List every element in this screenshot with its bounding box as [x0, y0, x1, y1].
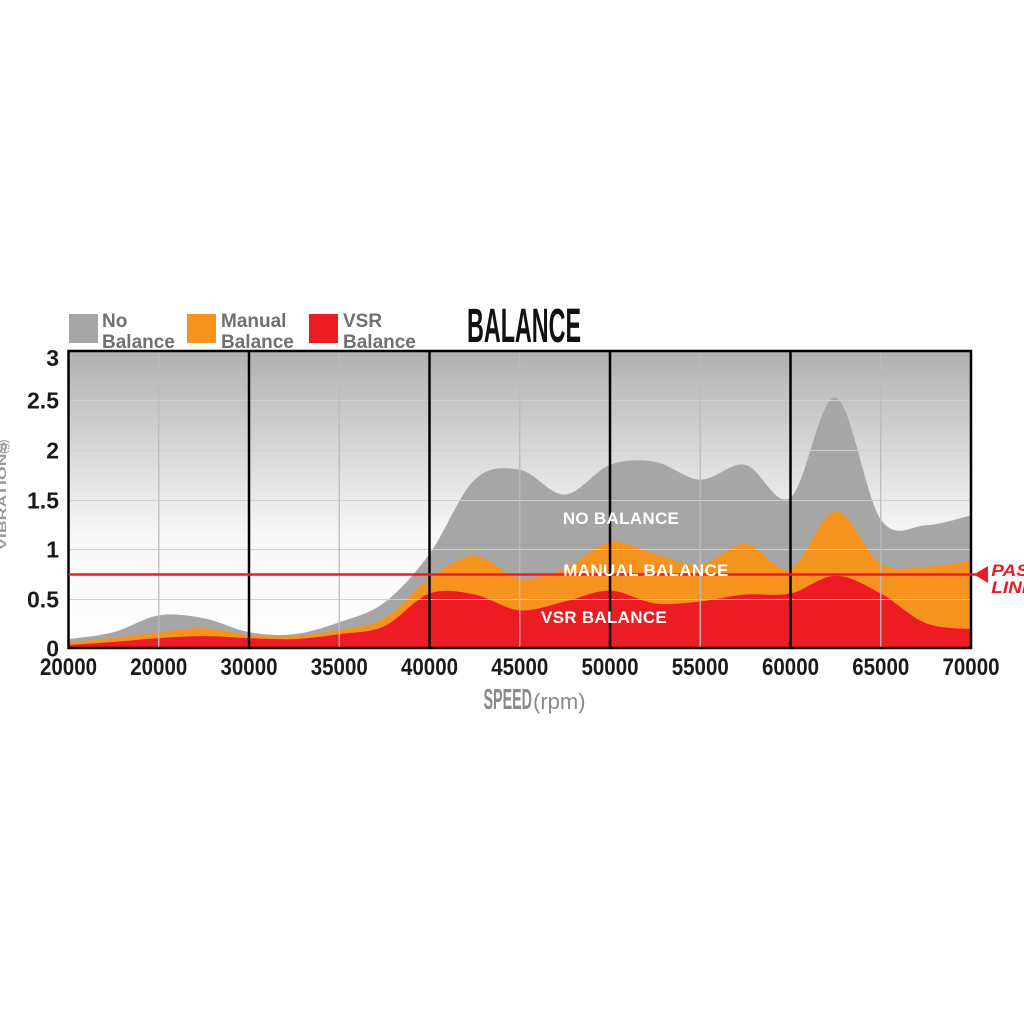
svg-text:(g): (g)	[0, 439, 10, 454]
svg-text:SPEED: SPEED	[484, 684, 533, 716]
svg-text:20000: 20000	[40, 654, 97, 681]
svg-text:(rpm): (rpm)	[533, 689, 586, 714]
svg-text:50000: 50000	[582, 654, 639, 681]
svg-text:60000: 60000	[762, 654, 819, 681]
svg-text:VIBRATIONS: VIBRATIONS	[0, 441, 9, 550]
svg-text:1: 1	[46, 537, 59, 563]
svg-text:3: 3	[46, 345, 59, 371]
svg-text:2.5: 2.5	[27, 388, 59, 414]
svg-text:40000: 40000	[401, 654, 458, 681]
svg-text:0.5: 0.5	[27, 587, 59, 613]
svg-text:2: 2	[46, 438, 59, 464]
svg-text:20000: 20000	[130, 654, 187, 681]
svg-text:30000: 30000	[221, 654, 278, 681]
svg-text:45000: 45000	[491, 654, 548, 681]
svg-text:1.5: 1.5	[27, 488, 59, 514]
svg-text:55000: 55000	[672, 654, 729, 681]
svg-text:NO BALANCE: NO BALANCE	[563, 509, 679, 528]
svg-text:70000: 70000	[943, 654, 1000, 681]
svg-text:65000: 65000	[852, 654, 909, 681]
svg-text:35000: 35000	[311, 654, 368, 681]
svg-text:VSR BALANCE: VSR BALANCE	[541, 608, 667, 627]
svg-text:MANUAL BALANCE: MANUAL BALANCE	[563, 561, 728, 580]
svg-text:LINE: LINE	[991, 578, 1024, 597]
